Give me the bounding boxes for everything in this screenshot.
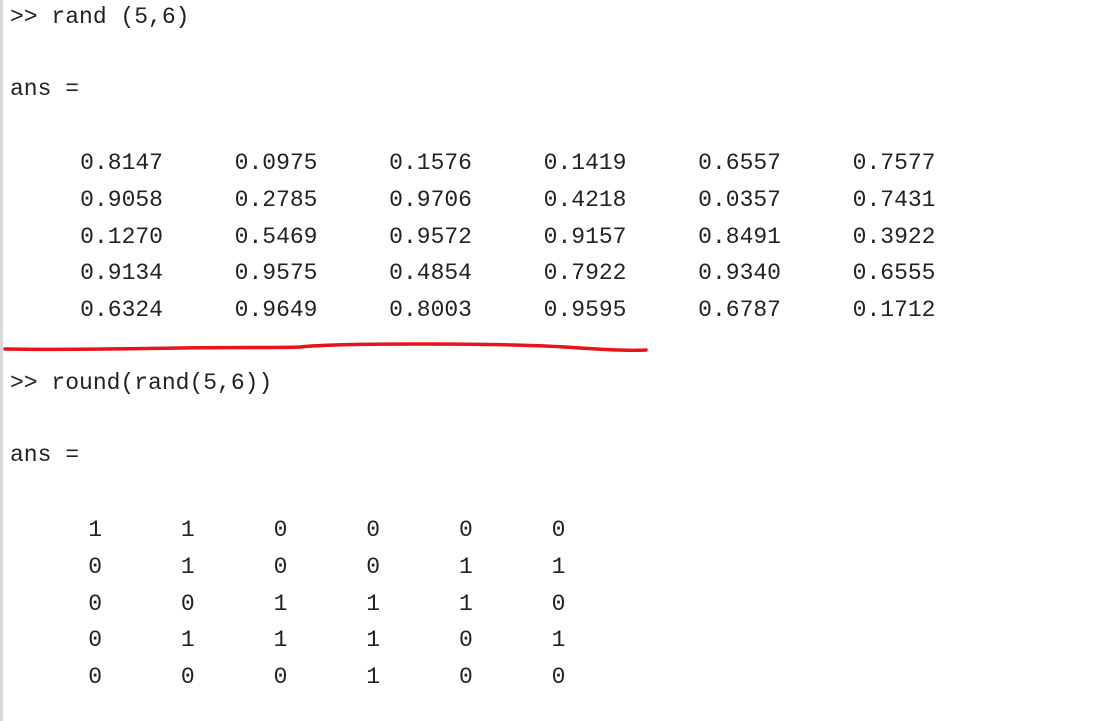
matrix-cell: 0.6557 xyxy=(698,150,781,177)
command-line-1: >> rand (5,6) xyxy=(10,4,189,30)
matrix-cell: 0.6555 xyxy=(852,260,936,287)
matrix-cell: 0.9575 xyxy=(234,260,318,287)
matrix-cell: 0.9572 xyxy=(389,223,472,250)
matrix-cell: 0.4854 xyxy=(389,260,472,287)
matrix-cell: 1 xyxy=(273,590,288,617)
matrix-cell: 0.8147 xyxy=(80,150,163,177)
matrix-row: 1 1 0 0 0 0 xyxy=(60,512,565,549)
matrix-cell: 1 xyxy=(458,554,473,581)
matrix-cell: 0 xyxy=(88,590,102,617)
result-matrix-2: 1 1 0 0 0 0 0 1 0 0 1 1 0 0 1 1 1 0 0 1 1 1 0 1 0 0 0 1 0 0 xyxy=(60,512,565,695)
matrix-row: 0.8147 0.0975 0.1576 0.1419 0.6557 0.7577 xyxy=(50,145,936,182)
matrix-cell: 1 xyxy=(551,627,566,654)
matrix-row: 0.1270 0.5469 0.9572 0.9157 0.8491 0.3922 xyxy=(50,218,936,255)
matrix-cell: 0 xyxy=(180,664,195,691)
matrix-cell: 1 xyxy=(366,627,381,654)
matrix-cell: 0.1712 xyxy=(852,297,936,324)
matrix-cell: 0 xyxy=(273,517,288,544)
matrix-cell: 0.8003 xyxy=(389,297,472,324)
matrix-cell: 0.9595 xyxy=(543,297,627,324)
matrix-cell: 1 xyxy=(180,517,195,544)
matrix-cell: 0 xyxy=(88,627,102,654)
matrix-cell: 1 xyxy=(180,627,195,654)
ans-label-2: ans = xyxy=(10,442,80,468)
matrix-row: 0.9058 0.2785 0.9706 0.4218 0.0357 0.7431 xyxy=(50,182,936,219)
matrix-cell: 0.6787 xyxy=(698,297,781,324)
matrix-cell: 0.9706 xyxy=(389,187,472,214)
matrix-row: 0 0 0 1 0 0 xyxy=(60,659,565,696)
matrix-row: 0.6324 0.9649 0.8003 0.9595 0.6787 0.1712 xyxy=(50,292,936,329)
matrix-cell: 0.1419 xyxy=(543,150,627,177)
matrix-row: 0.9134 0.9575 0.4854 0.7922 0.9340 0.6555 xyxy=(50,255,936,292)
matrix-cell: 0.6324 xyxy=(80,297,163,324)
matrix-cell: 1 xyxy=(551,554,566,581)
matrix-cell: 0.9058 xyxy=(80,187,163,214)
ans-label-1: ans = xyxy=(10,76,80,102)
matrix-cell: 0.9649 xyxy=(234,297,318,324)
matrix-cell: 0 xyxy=(88,664,102,691)
matrix-cell: 0 xyxy=(551,517,566,544)
matrix-cell: 0 xyxy=(273,664,288,691)
matrix-cell: 0.9157 xyxy=(543,223,627,250)
matrix-cell: 1 xyxy=(180,554,195,581)
matrix-cell: 0.5469 xyxy=(234,223,318,250)
matrix-cell: 0.9134 xyxy=(80,260,163,287)
prompt-symbol: >> xyxy=(10,370,38,396)
matrix-cell: 0.8491 xyxy=(698,223,781,250)
matrix-cell: 0.7577 xyxy=(852,150,936,177)
matrix-cell: 0.3922 xyxy=(852,223,936,250)
result-matrix-1: 0.8147 0.0975 0.1576 0.1419 0.6557 0.7577 0.90… xyxy=(50,145,936,329)
matrix-row: 0 1 0 0 1 1 xyxy=(60,549,565,586)
matrix-cell: 0.1270 xyxy=(80,223,163,250)
matrix-cell: 0 xyxy=(366,554,381,581)
matrix-cell: 0 xyxy=(551,590,566,617)
command-text: rand (5,6) xyxy=(51,4,190,30)
matrix-cell: 1 xyxy=(88,517,102,544)
prompt-symbol: >> xyxy=(10,4,38,30)
matrix-cell: 0.0357 xyxy=(698,187,781,214)
matrix-cell: 0.4218 xyxy=(543,187,627,214)
matrix-cell: 0.7922 xyxy=(543,260,627,287)
matrix-cell: 0 xyxy=(458,517,473,544)
matrix-cell: 0.0975 xyxy=(234,150,318,177)
matrix-cell: 0.2785 xyxy=(234,187,318,214)
matrix-cell: 1 xyxy=(366,590,381,617)
matrix-cell: 0.1576 xyxy=(389,150,472,177)
matrix-cell: 0 xyxy=(458,664,473,691)
matrix-row: 0 1 1 1 0 1 xyxy=(60,622,565,659)
command-line-2: >> round(rand(5,6)) xyxy=(10,370,272,396)
matrix-cell: 0 xyxy=(180,590,195,617)
command-text: round(rand(5,6)) xyxy=(51,370,273,396)
matrix-cell: 0 xyxy=(366,517,381,544)
matrix-cell: 0 xyxy=(551,664,566,691)
red-separator-line xyxy=(3,342,648,353)
matrix-cell: 1 xyxy=(273,627,288,654)
matrix-cell: 0 xyxy=(88,554,102,581)
matrix-cell: 1 xyxy=(366,664,381,691)
matrix-cell: 0 xyxy=(273,554,288,581)
matrix-row: 0 0 1 1 1 0 xyxy=(60,585,565,622)
matrix-cell: 1 xyxy=(458,590,473,617)
matrix-cell: 0.9340 xyxy=(698,260,781,287)
matrix-cell: 0 xyxy=(458,627,473,654)
console-left-border xyxy=(0,0,3,721)
matrix-cell: 0.7431 xyxy=(852,187,936,214)
